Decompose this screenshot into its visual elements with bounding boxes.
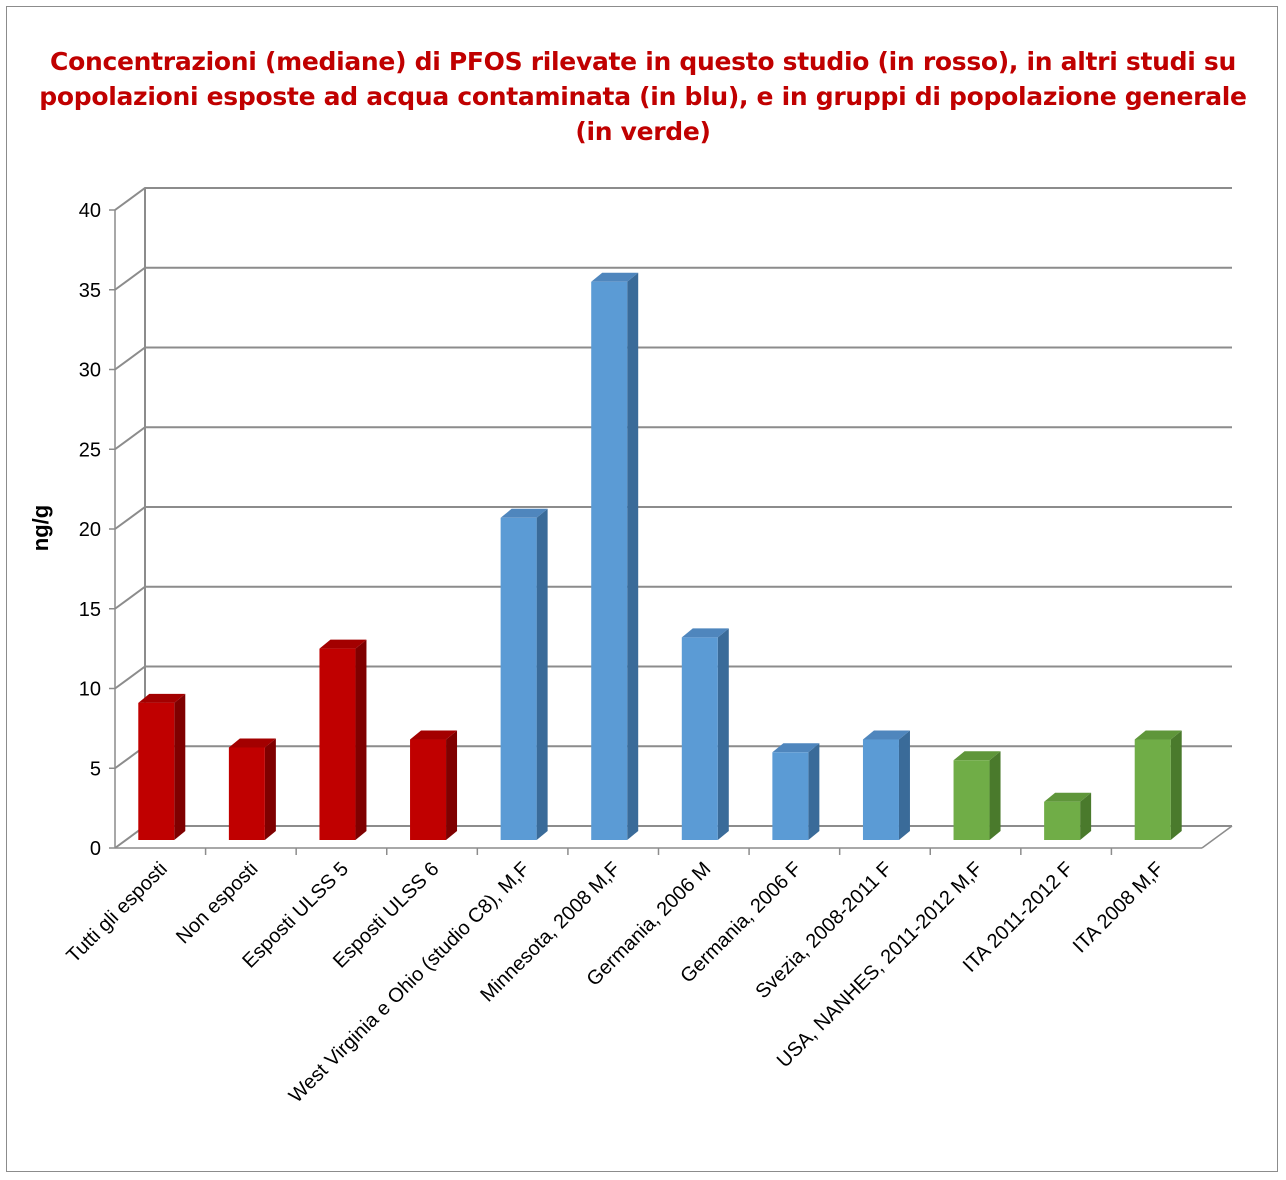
bar-top (591, 272, 639, 282)
bar-side (446, 730, 458, 840)
bar-side (808, 743, 820, 840)
bar (228, 738, 276, 840)
bar-top (772, 743, 820, 753)
gridlines (114, 187, 1232, 849)
bar-top (500, 508, 548, 518)
bar-top (1134, 730, 1182, 740)
bar-top (953, 751, 1001, 761)
y-tick-label: 40 (79, 200, 101, 222)
bar (1044, 792, 1092, 840)
gridline (114, 745, 1232, 770)
y-tick-label: 25 (79, 439, 101, 461)
y-axis-label: ng/g (28, 505, 53, 551)
bar (862, 730, 910, 840)
bar-top (228, 738, 276, 748)
bar-top (410, 730, 458, 740)
gridline (114, 426, 1232, 451)
bar-side (717, 628, 729, 840)
gridline (114, 585, 1232, 610)
bar-front (862, 739, 899, 840)
y-tick-label: 10 (79, 679, 101, 701)
bar-side (989, 751, 1001, 840)
bar-front (319, 648, 356, 840)
bar (953, 751, 1001, 840)
chart-frame (6, 6, 1278, 1172)
bar-front (500, 517, 537, 840)
bar (410, 730, 458, 840)
floor-edge (1201, 825, 1233, 849)
bar (319, 639, 367, 840)
bar (138, 693, 186, 840)
y-axis-ticks: 0 5 10 15 20 25 30 35 40 (79, 200, 115, 860)
bar (500, 508, 548, 840)
bar-front (953, 760, 990, 840)
y-tick-label: 15 (79, 599, 101, 621)
gridline (114, 665, 1232, 690)
bar-top (138, 693, 186, 703)
x-tick-label: Non esposti (172, 858, 262, 948)
bar-front (681, 637, 718, 840)
bar (681, 628, 729, 840)
gridline (114, 266, 1232, 291)
bar-side (536, 508, 548, 840)
y-tick-label: 30 (79, 360, 101, 382)
bar (1134, 730, 1182, 840)
x-tick-label: USA, NANHES, 2011-2012 M,F (773, 858, 987, 1072)
bar-top (681, 628, 729, 638)
bar (772, 743, 820, 840)
x-tick-label: Tutti gli esposti (62, 858, 171, 967)
x-tick-label: ITA 2008 M,F (1069, 858, 1168, 957)
bar-front (138, 702, 175, 840)
bar-side (264, 738, 276, 840)
bar-side (1170, 730, 1182, 840)
bar-front (772, 752, 809, 840)
gridline (114, 506, 1232, 530)
bar-side (355, 639, 367, 840)
bar-top (1044, 792, 1092, 802)
bar-side (627, 272, 639, 840)
y-tick-label: 0 (90, 838, 101, 860)
bar (591, 272, 639, 840)
bar-front (591, 281, 628, 840)
axes (114, 188, 1233, 849)
bar-side (1080, 792, 1092, 840)
bar-side (174, 693, 186, 840)
y-tick-label: 20 (79, 519, 101, 541)
bar-top (862, 730, 910, 740)
y-tick-label: 35 (79, 280, 101, 302)
chart-title: Concentrazioni (mediane) di PFOS rilevat… (39, 47, 1247, 146)
bar-top (319, 639, 367, 649)
bar-front (1044, 801, 1081, 840)
bar-front (1134, 739, 1171, 840)
y-tick-label: 5 (90, 758, 101, 780)
gridline (114, 187, 1232, 211)
bar-front (228, 747, 265, 840)
bar-front (410, 739, 447, 840)
bar-side (898, 730, 910, 840)
gridline (114, 346, 1232, 371)
bars (138, 272, 1182, 840)
